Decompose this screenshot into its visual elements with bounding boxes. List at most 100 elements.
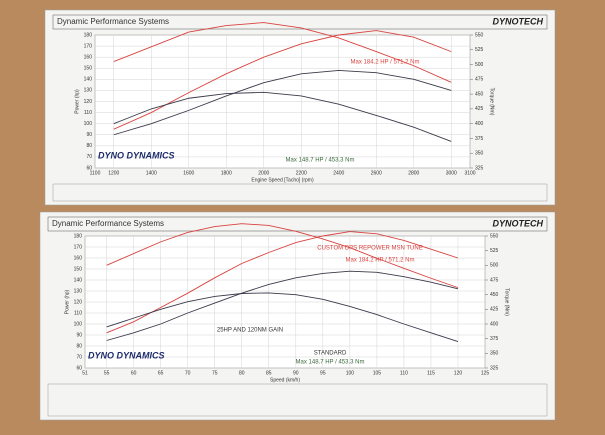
x-tick-label: 1100 <box>90 170 101 176</box>
y-tick-label: 90 <box>86 132 92 138</box>
y-tick-label: 130 <box>74 288 83 294</box>
x-tick-label: 70 <box>185 370 191 376</box>
footer-table <box>47 383 548 417</box>
annotation: Max 148.7 HP / 453.3 Nm <box>296 360 365 366</box>
y2-axis-label: Torque (Nm) <box>489 88 495 116</box>
y2-tick-label: 350 <box>475 151 484 157</box>
y2-tick-label: 350 <box>490 351 499 357</box>
y2-tick-label: 400 <box>490 321 499 327</box>
y-tick-label: 140 <box>74 277 83 283</box>
y-tick-label: 100 <box>74 321 83 327</box>
y2-tick-label: 425 <box>475 106 484 112</box>
y-tick-label: 100 <box>84 121 93 127</box>
chart-title: Dynamic Performance Systems <box>52 219 164 228</box>
y2-tick-label: 525 <box>475 47 484 53</box>
y2-tick-label: 325 <box>475 165 484 171</box>
x-axis-label: Engine Speed [Tacho] (rpm) <box>251 177 314 183</box>
y2-tick-label: 400 <box>475 121 484 127</box>
y-tick-label: 60 <box>86 165 92 171</box>
series-line <box>106 223 459 289</box>
x-tick-label: 2200 <box>296 170 307 176</box>
y-axis-label: Power (hp) <box>64 289 70 314</box>
x-tick-label: 2000 <box>258 170 269 176</box>
y-tick-label: 60 <box>76 365 82 371</box>
x-tick-label: 125 <box>481 370 490 376</box>
x-tick-label: 115 <box>427 370 435 376</box>
header-bar <box>52 14 548 30</box>
brand-logo: DYNO DYNAMICS <box>98 150 175 160</box>
brand-logo: DYNO DYNAMICS <box>88 350 165 360</box>
annotation: 25HP AND 120NM GAIN <box>217 328 283 334</box>
y2-tick-label: 375 <box>475 136 484 142</box>
y2-axis-label: Torque (Nm) <box>504 288 510 316</box>
x-tick-label: 65 <box>158 370 164 376</box>
chart-title: Dynamic Performance Systems <box>57 17 169 26</box>
x-tick-label: 110 <box>400 370 408 376</box>
y2-tick-label: 475 <box>475 77 484 83</box>
y-tick-label: 140 <box>84 77 93 83</box>
y2-tick-label: 500 <box>475 62 484 68</box>
x-axis-label: Speed (km/h) <box>270 377 300 383</box>
y-tick-label: 70 <box>76 354 82 360</box>
y2-tick-label: 325 <box>490 365 499 371</box>
x-tick-label: 1200 <box>108 170 119 176</box>
x-tick-label: 1400 <box>146 170 157 176</box>
series-line <box>113 91 452 142</box>
x-tick-label: 60 <box>131 370 137 376</box>
y-tick-label: 170 <box>74 244 83 250</box>
x-tick-label: 90 <box>293 370 299 376</box>
x-tick-label: 1600 <box>183 170 194 176</box>
x-tick-label: 80 <box>239 370 245 376</box>
annotation: Max 148.7 HP / 453.3 Nm <box>286 158 355 164</box>
y-tick-label: 130 <box>84 88 93 94</box>
x-tick-label: 120 <box>454 370 463 376</box>
x-tick-label: 3100 <box>464 170 475 176</box>
y-tick-label: 110 <box>74 310 82 316</box>
y-tick-label: 160 <box>74 255 83 261</box>
y-axis-label: Power (hp) <box>74 89 80 114</box>
x-tick-label: 55 <box>104 370 110 376</box>
x-tick-label: 51 <box>82 370 88 376</box>
y-tick-label: 180 <box>84 32 93 38</box>
y-tick-label: 150 <box>74 266 83 272</box>
x-tick-label: 1800 <box>221 170 232 176</box>
annotation: STANDARD <box>314 351 347 357</box>
x-tick-label: 2600 <box>371 170 382 176</box>
y2-tick-label: 475 <box>490 277 499 283</box>
annotation: CUSTOM DPS REPOWER MSN TUNE <box>317 246 422 252</box>
y2-tick-label: 550 <box>475 32 484 38</box>
y-tick-label: 180 <box>74 233 83 239</box>
y2-tick-label: 525 <box>490 248 499 254</box>
x-tick-label: 105 <box>373 370 382 376</box>
series-line <box>113 70 452 136</box>
y2-tick-label: 450 <box>490 292 499 298</box>
y-tick-label: 80 <box>86 143 92 149</box>
y2-tick-label: 450 <box>475 91 484 97</box>
x-tick-label: 85 <box>266 370 272 376</box>
annotation: Max 184.2 HP / 571.2 Nm <box>346 258 415 264</box>
annotation: Max 184.2 HP / 571.2 Nm <box>351 60 420 66</box>
x-tick-label: 100 <box>346 370 355 376</box>
logo: DYNOTECH <box>492 16 543 26</box>
header-bar <box>47 216 548 232</box>
y2-tick-label: 425 <box>490 307 499 313</box>
x-tick-label: 2400 <box>333 170 344 176</box>
y2-tick-label: 375 <box>490 336 499 342</box>
x-tick-label: 95 <box>320 370 326 376</box>
y2-tick-label: 500 <box>490 263 499 269</box>
y-tick-label: 170 <box>84 43 93 49</box>
series-line <box>106 292 459 343</box>
y-tick-label: 80 <box>76 343 82 349</box>
x-tick-label: 75 <box>212 370 218 376</box>
y-tick-label: 110 <box>84 110 92 116</box>
y-tick-label: 70 <box>86 154 92 160</box>
footer-table <box>52 183 548 202</box>
series-line <box>113 22 452 83</box>
y-tick-label: 150 <box>84 66 93 72</box>
y-tick-label: 120 <box>84 99 93 105</box>
y-tick-label: 90 <box>76 332 82 338</box>
y2-tick-label: 550 <box>490 233 499 239</box>
series-line <box>106 231 459 334</box>
